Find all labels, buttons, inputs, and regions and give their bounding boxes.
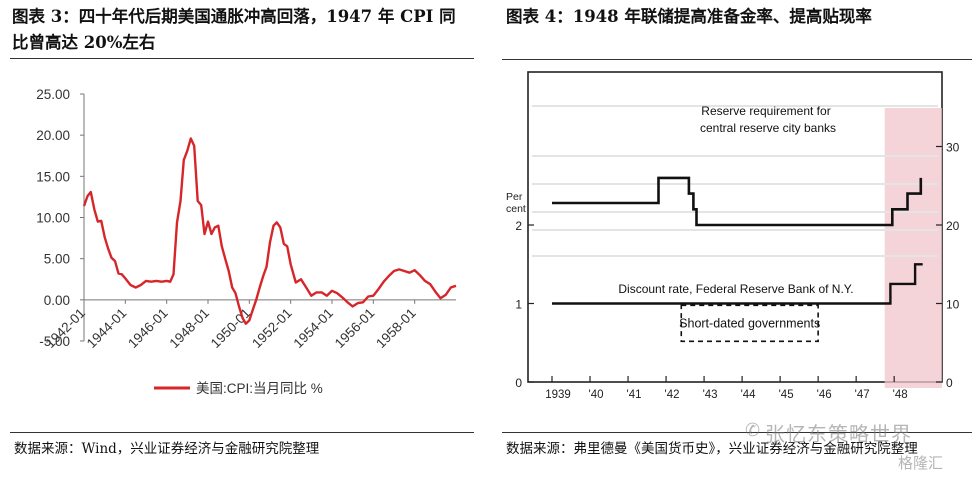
y-tick-label: 20.00 <box>36 128 70 143</box>
x-tick-label: '45 <box>779 389 794 401</box>
right-y-tick-label: 30 <box>946 141 960 155</box>
y-tick-label: 25.00 <box>36 87 70 102</box>
discount-rate-label: Discount rate, Federal Reserve Bank of N… <box>618 282 853 296</box>
left-y-axis-label-per: Per <box>506 191 523 203</box>
x-tick-label: 1944-01 <box>84 305 130 351</box>
watermark-sub: 格隆汇 <box>898 454 944 472</box>
right-y-tick-label: 0 <box>946 376 953 390</box>
left-figure-panel: 图表 3：四十年代后期美国通胀冲高回落，1947 年 CPI 同比曾高达 20%… <box>10 7 474 457</box>
x-tick-label: '46 <box>817 389 832 401</box>
right-top-rule <box>502 59 972 60</box>
discount-rate-line <box>552 263 923 305</box>
right-figure-title: 图表 4：1948 年联储提高准备金率、提高贴现率 <box>506 7 872 26</box>
y-tick-label: 15.00 <box>36 169 70 184</box>
x-tick-label: '47 <box>855 389 870 401</box>
left-figure-title: 图表 3：四十年代后期美国通胀冲高回落，1947 年 CPI 同比曾高达 20%… <box>12 7 456 52</box>
legend-label: 美国:CPI:当月同比 % <box>196 381 323 396</box>
left-bottom-rule <box>10 432 474 433</box>
cpi-line-chart: 25.0020.0015.0010.005.000.00-5.001942-01… <box>36 87 457 396</box>
left-top-rule <box>10 58 474 59</box>
reserve-requirement-label-line1: Reserve requirement for <box>701 104 830 118</box>
right-figure-panel: 图表 4：1948 年联储提高准备金率、提高贴现率 0 1 2 Per cent 0 10 2… <box>498 0 976 477</box>
watermark-text: 张忆东策略世界 <box>765 422 912 446</box>
x-tick-label: '40 <box>589 389 604 401</box>
left-y-tick-label: 2 <box>515 219 522 233</box>
left-y-tick-label: 1 <box>515 298 522 312</box>
x-tick-label: 1958-01 <box>373 305 419 351</box>
left-y-tick-label: 0 <box>515 376 522 390</box>
right-y-tick-label: 20 <box>946 219 960 233</box>
y-tick-label: -5.00 <box>39 334 70 349</box>
short-dated-governments-box <box>680 304 819 343</box>
reserve-requirement-line <box>552 176 923 227</box>
right-y-tick-label: 10 <box>946 298 960 312</box>
wechat-icon: ✆ <box>745 420 761 441</box>
x-tick-label: '43 <box>703 389 718 401</box>
x-tick-label: '48 <box>893 389 908 401</box>
x-tick-label: 1952-01 <box>249 305 295 351</box>
x-tick-label: 1954-01 <box>290 305 336 351</box>
x-tick-label: 1946-01 <box>125 305 171 351</box>
x-tick-label: '44 <box>741 389 757 401</box>
chart-frame <box>527 71 943 383</box>
x-tick-label: 1939 <box>545 389 571 401</box>
cpi-yoy-series-line <box>82 137 457 325</box>
highlight-1948-region <box>884 108 942 388</box>
x-tick-label: 1948-01 <box>166 305 212 351</box>
x-tick-label: '42 <box>665 389 680 401</box>
y-tick-label: 10.00 <box>36 211 70 226</box>
reserve-requirement-label-line2: central reserve city banks <box>700 121 836 135</box>
short-dated-governments-label: Short-dated governments <box>679 316 820 330</box>
right-bottom-rule <box>502 432 972 433</box>
right-source-note: 数据来源：弗里德曼《美国货币史》，兴业证券经济与金融研究院整理 <box>506 441 918 457</box>
y-tick-label: 5.00 <box>44 252 70 267</box>
left-y-axis-label-cent: cent <box>506 203 526 215</box>
left-source-note: 数据来源：Wind，兴业证券经济与金融研究院整理 <box>14 441 320 457</box>
x-tick-label: '41 <box>627 389 642 401</box>
y-tick-label: 0.00 <box>44 293 70 308</box>
x-tick-label: 1956-01 <box>332 305 378 351</box>
x-tick-label: 1950-01 <box>208 305 254 351</box>
